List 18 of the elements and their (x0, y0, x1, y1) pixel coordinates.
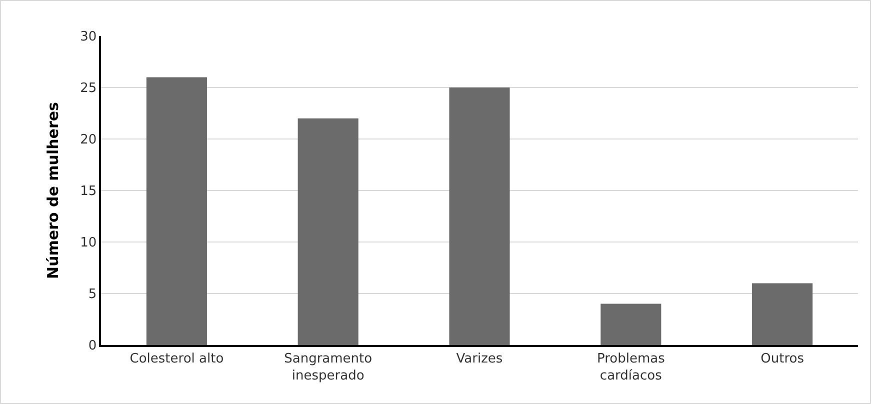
y-tick-label: 30 (80, 30, 97, 45)
y-tick-label: 10 (80, 236, 97, 251)
x-tick-label: Outros (760, 351, 804, 366)
bar (752, 283, 813, 345)
x-tick-label: Sangramento inesperado (284, 351, 372, 384)
x-tick-label: Varizes (456, 351, 503, 366)
x-tick-label: Problemas cardíacos (596, 351, 666, 384)
bar (146, 77, 207, 345)
y-tick-label: 25 (80, 81, 97, 96)
y-tick-label: 15 (80, 184, 97, 200)
bar (600, 304, 662, 345)
y-tick-label: 5 (88, 287, 97, 302)
bar (449, 88, 510, 345)
y-axis-title: Número de mulheres (44, 102, 62, 279)
bar (298, 118, 358, 345)
y-tick-label: 20 (80, 132, 97, 148)
x-tick-label: Colesterol alto (130, 351, 224, 366)
y-tick-label: 0 (88, 338, 97, 354)
